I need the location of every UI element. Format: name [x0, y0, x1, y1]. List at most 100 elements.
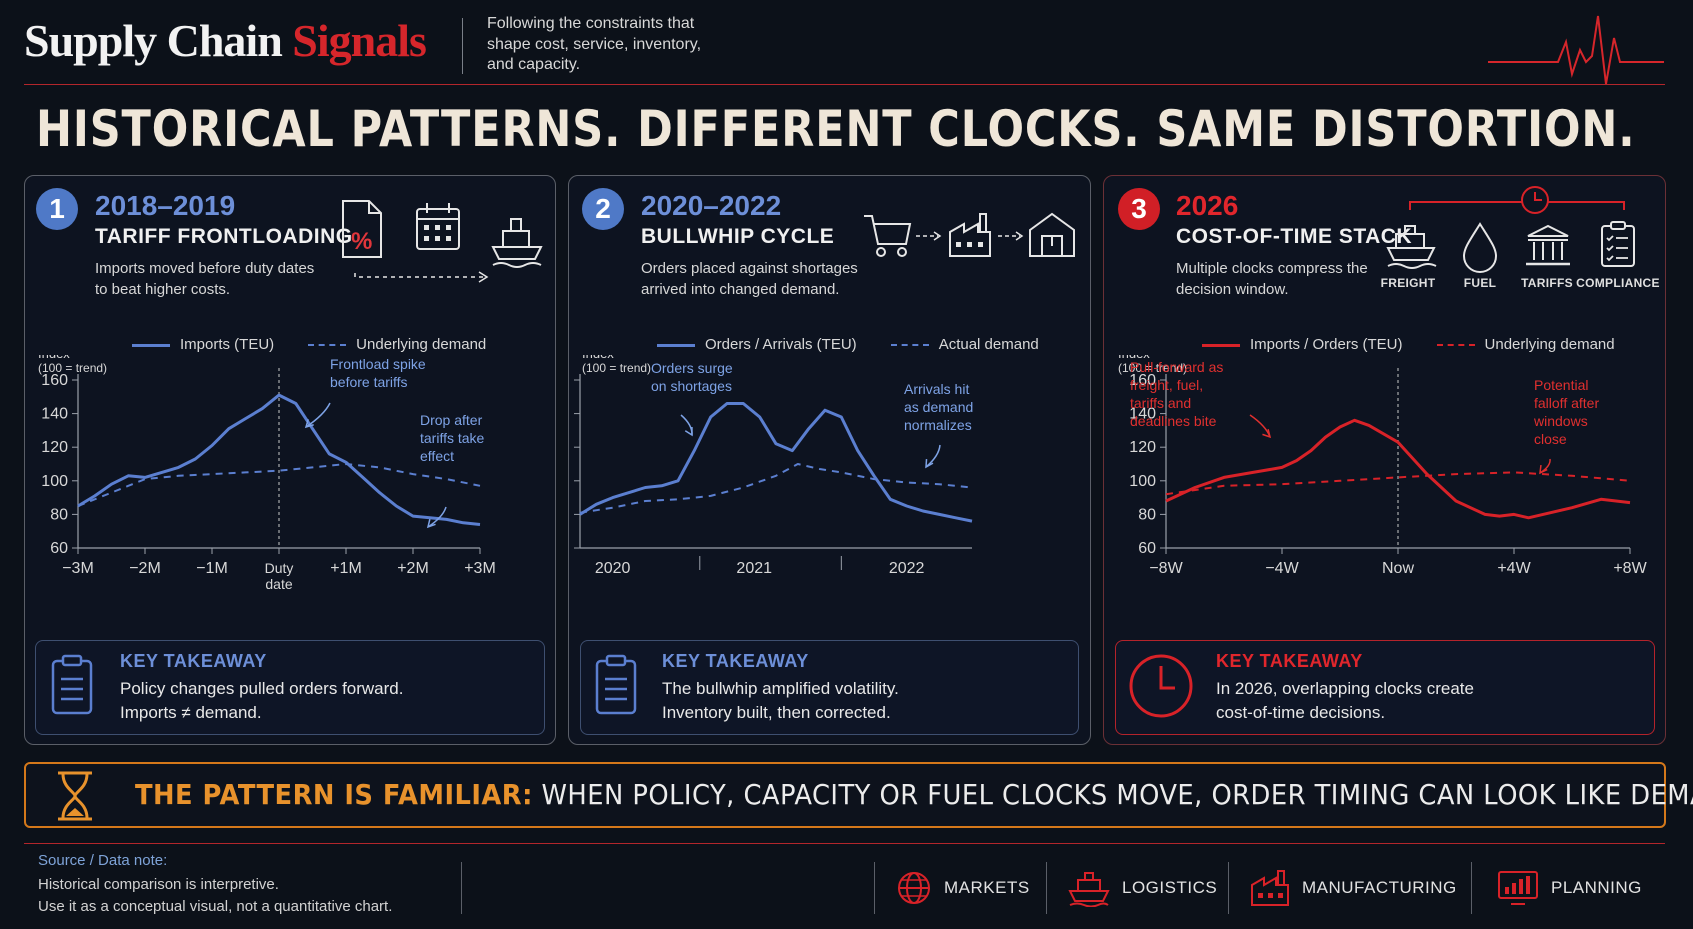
annotation-arrow — [305, 402, 331, 428]
legend-demand: Underlying demand — [1484, 336, 1615, 353]
pattern-banner — [24, 762, 1666, 828]
takeaway-box-2 — [580, 640, 1079, 735]
x-tick-label: −4W — [1265, 560, 1299, 577]
chart-annotation: Drop after tariffs take effect — [420, 412, 485, 464]
fuel-drop-icon — [1462, 222, 1498, 273]
panel-title: TARIFF FRONTLOADING — [95, 225, 353, 248]
legend-imports-orders: Imports / Orders (TEU) — [1250, 336, 1403, 353]
series-line-demand — [77, 463, 481, 507]
y-tick-label: 80 — [50, 506, 68, 523]
source-note: Historical comparison is interpretive. Us… — [38, 876, 393, 915]
x-tick-label: 2020 — [595, 560, 631, 577]
x-tick-label: +4W — [1497, 560, 1531, 577]
footer-link-manufacturing[interactable]: MANUFACTURING — [1250, 866, 1457, 910]
footer-divider — [1046, 862, 1047, 914]
takeaway-box-1 — [35, 640, 545, 735]
y-tick-label: 160 — [41, 372, 68, 389]
panel-3-icon-row — [1386, 186, 1635, 273]
checklist-icon — [1601, 221, 1635, 267]
y-tick-label: 160 — [1129, 372, 1156, 389]
clock-label-fuel: FUEL — [1463, 276, 1497, 290]
panel-description: Imports moved before duty dates to beat … — [95, 260, 315, 298]
panel-period: 2020–2022 — [641, 190, 782, 221]
x-tick-label: Duty date — [265, 560, 294, 592]
brand-divider — [462, 18, 463, 74]
series-line-primary — [579, 402, 973, 523]
panel-description: Orders placed against shortages arrived … — [641, 260, 858, 298]
annotation-arrowhead — [1539, 464, 1548, 475]
svg-text:%: % — [351, 228, 372, 255]
chart-3-legend: Imports / Orders (TEU) Underlying demand — [1202, 336, 1649, 353]
warehouse-icon — [1029, 212, 1075, 257]
panel-description: Multiple clocks compress the decision wi… — [1176, 260, 1368, 298]
x-tick-label: Now — [1382, 560, 1414, 577]
heartbeat-line-icon — [1488, 15, 1664, 85]
cargo-ship-icon — [1386, 225, 1437, 269]
panel-number-badge: 3 — [1118, 188, 1160, 230]
footer-link-planning[interactable]: PLANNING — [1497, 866, 1642, 910]
brand-name-part2: Signals — [292, 15, 427, 66]
chart-2018-2019: Index(100 = trend) 60 80 100 120 140 160 −3M −2M… — [38, 355, 496, 592]
clock-label-tariffs: TARIFFS — [1521, 276, 1573, 290]
chart-annotation: Pull-forward as freight, fuel, tariffs and… — [1130, 359, 1223, 429]
legend-orders: Orders / Arrivals (TEU) — [705, 336, 857, 353]
globe-icon — [898, 872, 930, 904]
clipboard-icon — [51, 654, 93, 715]
y-tick-label: 100 — [1129, 473, 1156, 490]
chart-annotation: Potential falloff after windows close — [1533, 377, 1599, 447]
y-tick-label: 60 — [50, 540, 68, 557]
series-line-primary — [1165, 418, 1631, 520]
y-tick-label: 80 — [1138, 506, 1156, 523]
footer-link-label: MANUFACTURING — [1302, 878, 1457, 897]
panel-period: 2026 — [1176, 190, 1239, 221]
footer-divider — [1471, 862, 1472, 914]
tariff-document-icon: % — [342, 200, 382, 258]
y-tick-label: 100 — [41, 473, 68, 490]
panel-2-icon-row — [864, 212, 1075, 257]
chart-2026: Index(100 = trend) 60 80 100 120 140 160 −8W −4W… — [1118, 355, 1648, 577]
brand-logo: Supply Chain Signals — [24, 14, 427, 67]
y-axis-sublabel: (100 = trend) — [1118, 361, 1187, 375]
chart-annotation: Frontload spike before tariffs — [330, 356, 426, 390]
chart-annotation: Arrivals hit as demand normalizes — [904, 381, 973, 433]
source-title: Source / Data note: — [38, 852, 168, 869]
y-tick-label: 140 — [1129, 406, 1156, 423]
y-axis-sublabel: (100 = trend) — [582, 361, 651, 375]
chart-1-legend: Imports (TEU) Underlying demand — [132, 336, 520, 353]
annotation-arrowhead — [684, 426, 693, 437]
x-tick-label: −2M — [129, 560, 161, 577]
takeaway-title: KEY TAKEAWAY — [1216, 651, 1363, 671]
panel-period: 2018–2019 — [95, 190, 236, 221]
chart-annotation: Orders surge on shortages — [651, 360, 733, 394]
government-building-icon — [1526, 224, 1570, 266]
takeaway-text: Policy changes pulled orders forward. Imp… — [120, 679, 404, 722]
legend-demand: Actual demand — [938, 336, 1039, 353]
footer-link-logistics[interactable]: LOGISTICS — [1068, 866, 1217, 910]
footer-link-label: PLANNING — [1551, 878, 1642, 897]
footer-link-markets[interactable]: MARKETS — [896, 866, 1030, 910]
y-tick-label: 120 — [41, 439, 68, 456]
panel-title: COST-OF-TIME STACK — [1176, 225, 1413, 248]
y-axis-label: Index — [1118, 355, 1150, 361]
annotation-arrowhead — [426, 519, 436, 529]
clock-label-freight: FREIGHT — [1380, 276, 1436, 290]
legend-imports: Imports (TEU) — [180, 336, 275, 353]
x-tick-label: +3M — [464, 560, 496, 577]
panel-title: BULLWHIP CYCLE — [641, 225, 835, 248]
clock-icon — [1129, 654, 1193, 718]
panel-number-badge: 1 — [36, 188, 78, 230]
hourglass-icon — [58, 771, 92, 821]
footer-divider — [874, 862, 875, 914]
footer-rule — [24, 843, 1665, 844]
panel-number-badge: 2 — [582, 188, 624, 230]
footer-divider — [1228, 862, 1229, 914]
y-axis-label: Index — [38, 355, 70, 361]
calendar-icon — [416, 203, 460, 250]
x-tick-label: 2022 — [889, 560, 925, 577]
factory-icon — [949, 213, 991, 257]
series-line-primary — [77, 393, 481, 526]
x-tick-label: −1M — [196, 560, 228, 577]
clipboard-icon — [595, 654, 637, 715]
page-headline: HISTORICAL PATTERNS. DIFFERENT CLOCKS. S… — [36, 100, 1636, 158]
x-tick-label: +8W — [1613, 560, 1647, 577]
